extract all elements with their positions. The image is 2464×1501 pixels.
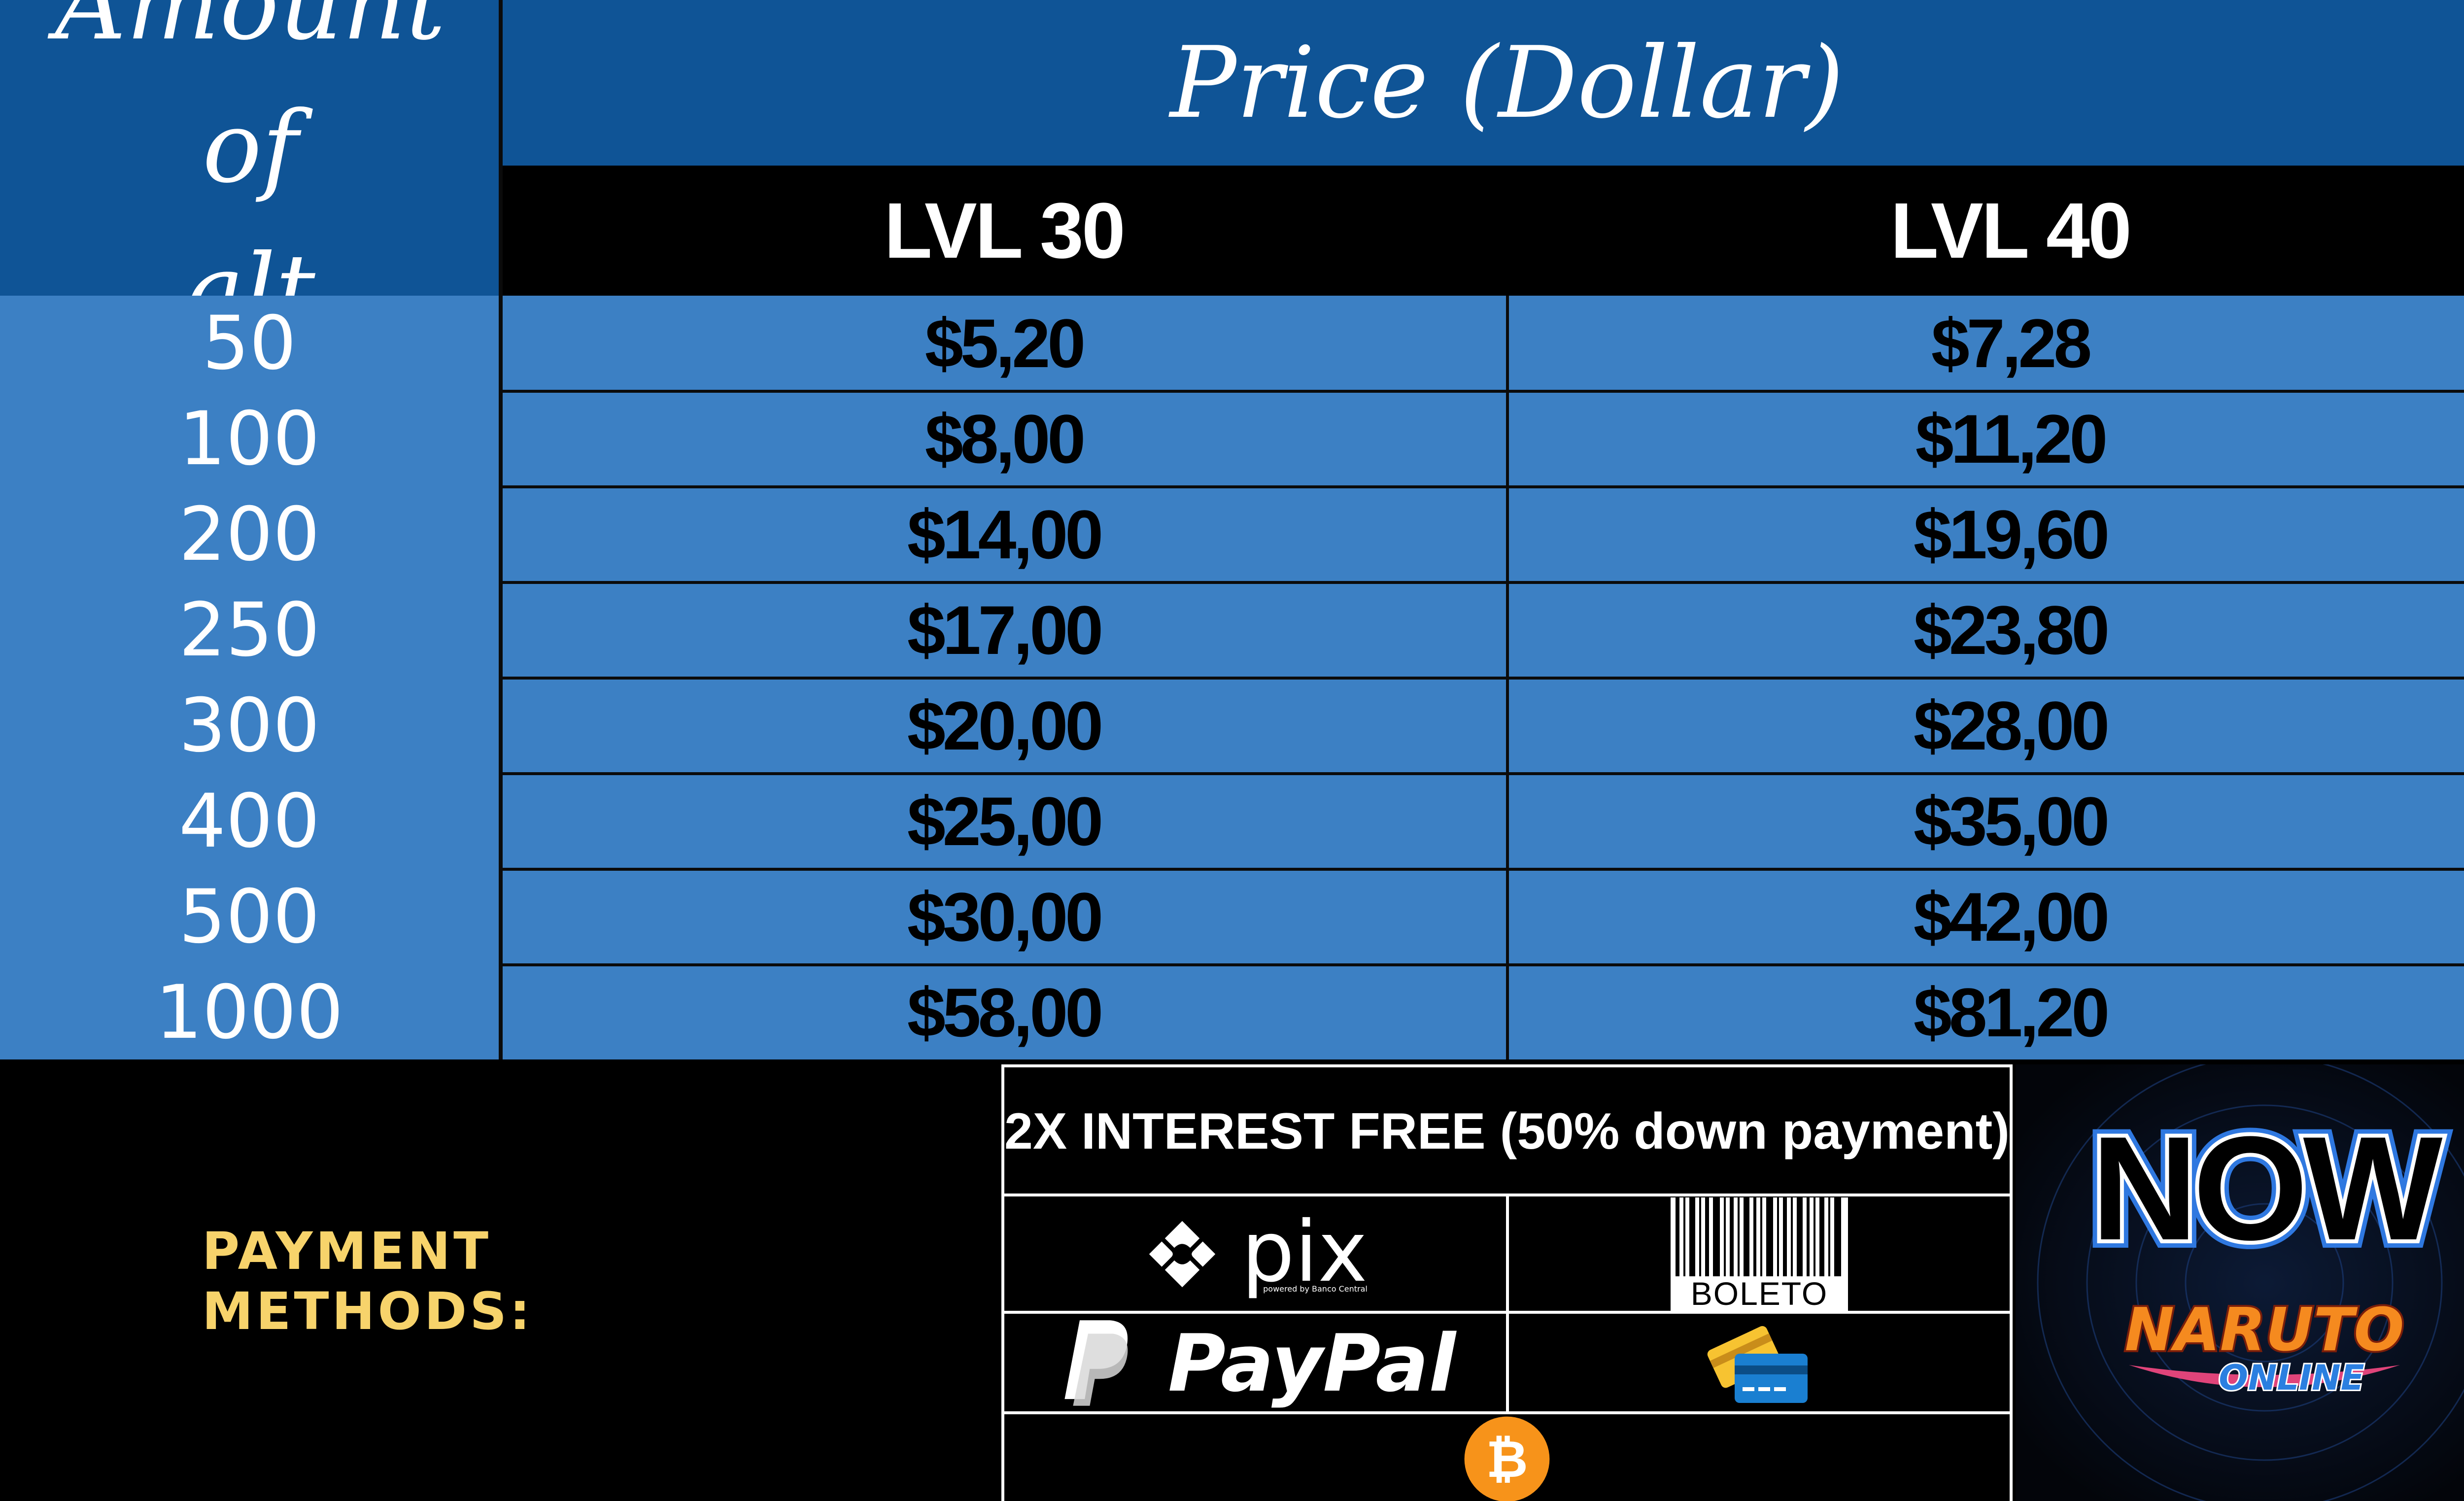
amount-header: Amount of alt xyxy=(0,0,501,348)
price-lvl40-cell: $42,00 xyxy=(1913,878,2110,955)
paypal-icon xyxy=(1064,1320,1128,1406)
amount-header-line1: Amount of xyxy=(55,0,446,205)
amount-cell: 400 xyxy=(178,779,320,864)
boleto-method: BOLETO xyxy=(1509,1197,2010,1311)
price-lvl40-cell: $35,00 xyxy=(1913,783,2110,860)
price-lvl30-cell: $14,00 xyxy=(907,496,1103,573)
amount-cell: 50 xyxy=(202,301,297,386)
price-lvl30-cell: $58,00 xyxy=(907,974,1103,1051)
price-lvl40-cell: $23,80 xyxy=(1913,591,2110,669)
amount-cell: 250 xyxy=(178,587,320,673)
pix-word: pix xyxy=(1241,1203,1368,1301)
svg-text:₿: ₿ xyxy=(1486,1429,1528,1489)
paypal-word: PayPal xyxy=(1167,1317,1456,1409)
row-divider xyxy=(501,677,2464,680)
row-divider xyxy=(501,485,2464,488)
payment-methods-box: 2X INTEREST FREE (50% down payment) pix … xyxy=(1001,1064,2013,1501)
price-header: Price (Dollar) xyxy=(501,0,2464,166)
price-lvl30-cell: $30,00 xyxy=(907,878,1103,955)
price-lvl30-cell: $5,20 xyxy=(924,305,1086,382)
logo-online: ONLINE xyxy=(2219,1358,2364,1398)
naruto-online-logo: NOW NOW NARUTO ONLINE xyxy=(2016,1064,2464,1501)
price-lvl40-cell: $81,20 xyxy=(1913,974,2110,1051)
credit-card-icon xyxy=(1707,1326,1808,1403)
price-lvl40-cell: $7,28 xyxy=(1931,305,2092,382)
pix-method: pix powered by Banco Central xyxy=(1004,1197,1506,1311)
price-lvl30-cell: $20,00 xyxy=(907,687,1103,764)
amount-cell: 200 xyxy=(178,492,320,578)
boleto-word: BOLETO xyxy=(1671,1276,1848,1311)
pix-icon xyxy=(1149,1221,1216,1288)
amount-cell: 500 xyxy=(178,874,320,960)
payment-methods-label: PAYMENT METHODS: xyxy=(202,1221,533,1341)
bitcoin-method: ₿ xyxy=(1004,1414,2010,1501)
amount-cell: 100 xyxy=(178,396,320,482)
level-40-header: LVL 40 xyxy=(1507,166,2464,296)
amount-cell: 1000 xyxy=(155,970,343,1056)
divider xyxy=(1506,1194,1509,1411)
boleto-barcode-icon: BOLETO xyxy=(1671,1197,1848,1311)
logo-naruto: NARUTO xyxy=(2124,1296,2404,1365)
header-divider xyxy=(499,0,503,1059)
amount-cell: 300 xyxy=(178,683,320,769)
logo-now-outline: NOW xyxy=(2091,1105,2444,1271)
card-method xyxy=(1509,1314,2010,1412)
price-lvl40-cell: $19,60 xyxy=(1913,496,2110,573)
row-divider xyxy=(501,772,2464,775)
price-lvl30-cell: $8,00 xyxy=(924,400,1086,478)
price-lvl40-cell: $11,20 xyxy=(1915,400,2108,478)
price-grid: $5,20 $7,28 $8,00 $11,20 $14,00 $19,60 $17,00 $… xyxy=(501,296,2464,1059)
price-lvl30-cell: $25,00 xyxy=(907,783,1103,860)
logo-now: NOW xyxy=(2091,1105,2444,1271)
pix-subtitle: powered by Banco Central xyxy=(1263,1284,1368,1294)
bitcoin-icon: ₿ xyxy=(1464,1416,1550,1501)
row-divider xyxy=(501,963,2464,966)
row-divider xyxy=(501,581,2464,584)
installment-note: 2X INTEREST FREE (50% down payment) xyxy=(1004,1102,2010,1160)
paypal-method: PayPal xyxy=(1004,1314,1506,1412)
price-lvl40-cell: $28,00 xyxy=(1913,687,2110,764)
amount-column: 50 100 200 250 300 400 500 1000 xyxy=(0,296,499,1059)
divider xyxy=(1004,1411,2010,1414)
row-divider xyxy=(501,390,2464,393)
row-divider xyxy=(501,868,2464,871)
level-30-header: LVL 30 xyxy=(501,166,1507,296)
price-lvl30-cell: $17,00 xyxy=(907,591,1103,669)
